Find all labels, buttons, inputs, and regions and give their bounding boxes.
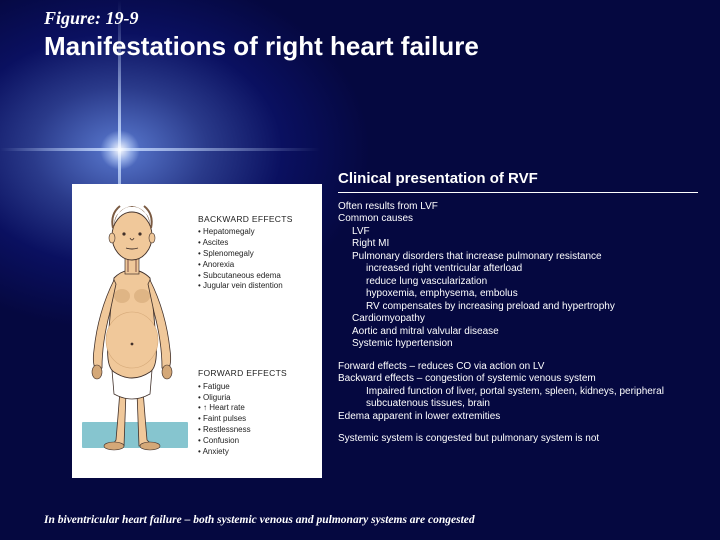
clinical-line: hypoxemia, emphysema, embolus	[338, 288, 698, 301]
forward-effects-title: FORWARD EFFECTS	[198, 368, 293, 379]
figure-label: Figure: 19-9	[44, 8, 700, 29]
clinical-line: Impaired function of liver, portal syste…	[338, 386, 698, 411]
slide-header: Figure: 19-9 Manifestations of right hea…	[44, 8, 700, 62]
clinical-block-causes: Often results from LVFCommon causesLVFRi…	[338, 201, 698, 351]
slide-title: Manifestations of right heart failure	[44, 31, 700, 62]
list-item: Jugular vein distention	[198, 281, 293, 292]
list-item: Anorexia	[198, 260, 293, 271]
lens-flare-horizontal	[0, 148, 320, 151]
forward-effects-list: FatigueOliguria↑ Heart rateFaint pulsesR…	[198, 382, 293, 458]
clinical-line: Backward effects – congestion of systemi…	[338, 373, 698, 386]
list-item: Subcutaneous edema	[198, 271, 293, 282]
clinical-line: Systemic hypertension	[338, 338, 698, 351]
clinical-line: reduce lung vascularization	[338, 276, 698, 289]
clinical-line: Pulmonary disorders that increase pulmon…	[338, 251, 698, 264]
diagram-panel: BACKWARD EFFECTS HepatomegalyAscitesSple…	[72, 184, 322, 478]
list-item: Faint pulses	[198, 414, 293, 425]
clinical-line: RV compensates by increasing preload and…	[338, 301, 698, 314]
footer-note: In biventricular heart failure – both sy…	[44, 514, 475, 526]
body-figure-illustration	[80, 192, 190, 468]
list-item: Anxiety	[198, 447, 293, 458]
clinical-title: Clinical presentation of RVF	[338, 170, 698, 193]
backward-effects-list: HepatomegalyAscitesSplenomegalyAnorexiaS…	[198, 227, 293, 292]
clinical-block-summary: Systemic system is congested but pulmona…	[338, 433, 698, 446]
list-item: Hepatomegaly	[198, 227, 293, 238]
clinical-line: Forward effects – reduces CO via action …	[338, 361, 698, 374]
diagram-effects-text: BACKWARD EFFECTS HepatomegalyAscitesSple…	[198, 214, 293, 457]
list-item: Splenomegaly	[198, 249, 293, 260]
list-item: Ascites	[198, 238, 293, 249]
clinical-line: increased right ventricular afterload	[338, 263, 698, 276]
clinical-line: LVF	[338, 226, 698, 239]
clinical-line: Right MI	[338, 238, 698, 251]
list-item: ↑ Heart rate	[198, 403, 293, 414]
list-item: Restlessness	[198, 425, 293, 436]
lens-flare-core	[100, 130, 140, 170]
clinical-panel: Clinical presentation of RVF Often resul…	[338, 170, 698, 456]
clinical-line: Often results from LVF	[338, 201, 698, 214]
clinical-line: Systemic system is congested but pulmona…	[338, 433, 698, 446]
list-item: Oliguria	[198, 393, 293, 404]
clinical-line: Cardiomyopathy	[338, 313, 698, 326]
list-item: Confusion	[198, 436, 293, 447]
clinical-line: Aortic and mitral valvular disease	[338, 326, 698, 339]
clinical-block-effects: Forward effects – reduces CO via action …	[338, 361, 698, 424]
list-item: Fatigue	[198, 382, 293, 393]
clinical-line: Edema apparent in lower extremities	[338, 411, 698, 424]
clinical-line: Common causes	[338, 213, 698, 226]
backward-effects-title: BACKWARD EFFECTS	[198, 214, 293, 225]
